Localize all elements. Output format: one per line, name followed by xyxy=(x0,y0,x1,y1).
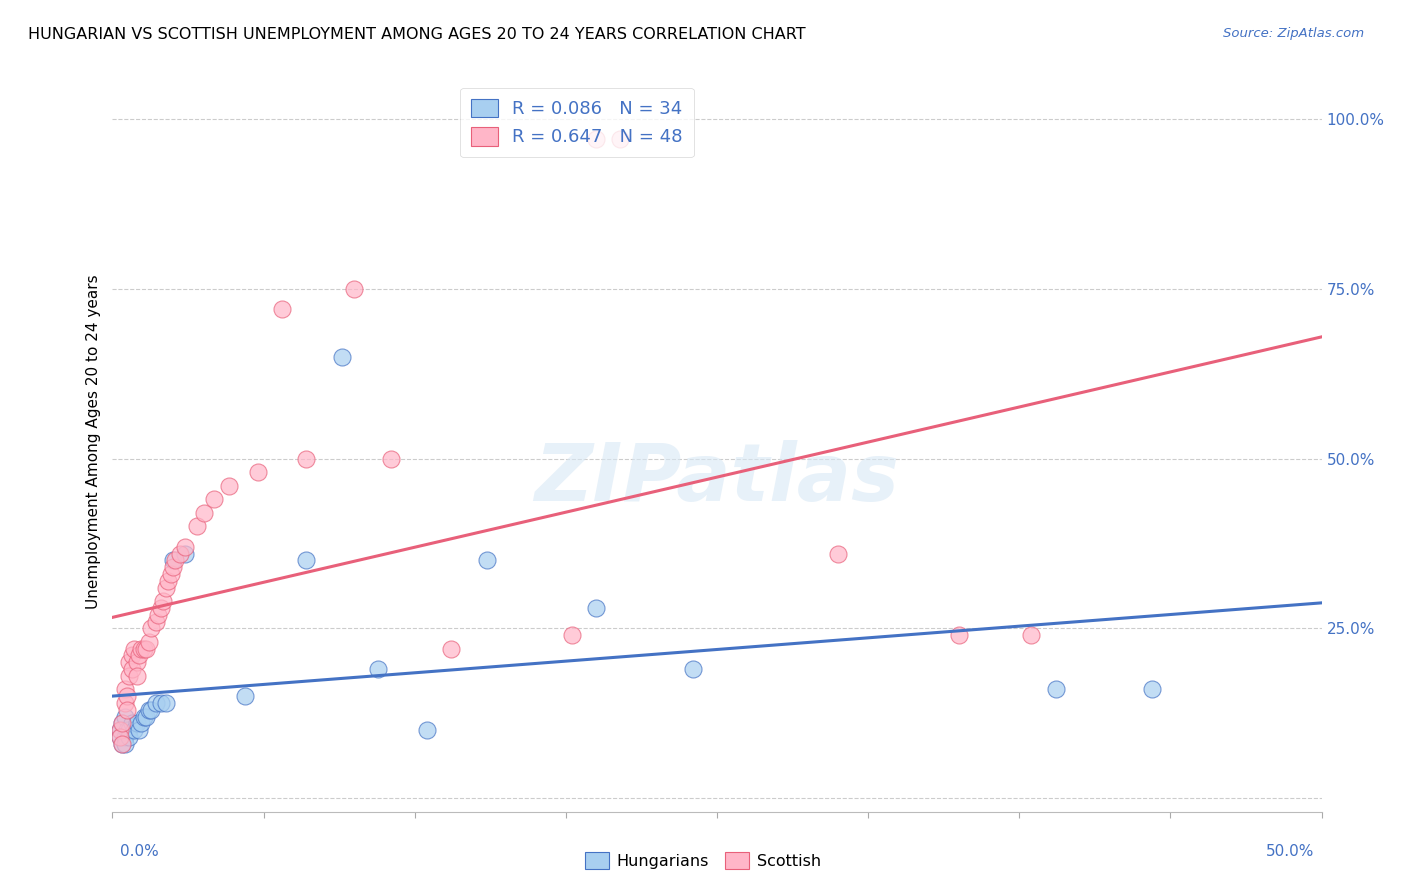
Point xyxy=(122,641,145,656)
Point xyxy=(343,282,366,296)
Point xyxy=(108,723,131,738)
Point xyxy=(330,350,353,364)
Point xyxy=(145,696,167,710)
Point xyxy=(157,574,180,588)
Point xyxy=(477,553,499,567)
Legend: Hungarians, Scottish: Hungarians, Scottish xyxy=(578,846,828,875)
Text: 50.0%: 50.0% xyxy=(1267,845,1315,859)
Point xyxy=(1142,682,1164,697)
Point xyxy=(111,737,134,751)
Point xyxy=(111,716,134,731)
Point xyxy=(111,716,134,731)
Point xyxy=(118,655,141,669)
Point xyxy=(827,547,849,561)
Point xyxy=(121,648,143,663)
Point xyxy=(202,492,225,507)
Point xyxy=(145,615,167,629)
Point xyxy=(948,628,970,642)
Point xyxy=(132,641,155,656)
Point xyxy=(125,655,148,669)
Point xyxy=(682,662,704,676)
Point xyxy=(165,553,187,567)
Point xyxy=(108,730,131,744)
Point xyxy=(174,547,197,561)
Point xyxy=(440,641,463,656)
Point xyxy=(138,635,160,649)
Point xyxy=(162,560,184,574)
Text: 0.0%: 0.0% xyxy=(120,845,159,859)
Point xyxy=(159,566,181,581)
Point xyxy=(235,690,257,704)
Point xyxy=(246,465,269,479)
Point xyxy=(131,716,153,731)
Point xyxy=(125,716,148,731)
Point xyxy=(118,669,141,683)
Point xyxy=(609,132,631,146)
Y-axis label: Unemployment Among Ages 20 to 24 years: Unemployment Among Ages 20 to 24 years xyxy=(86,274,101,609)
Point xyxy=(295,553,318,567)
Point xyxy=(367,662,389,676)
Point xyxy=(114,730,136,744)
Point xyxy=(218,478,240,492)
Point xyxy=(118,723,141,738)
Text: Source: ZipAtlas.com: Source: ZipAtlas.com xyxy=(1223,27,1364,40)
Point xyxy=(1045,682,1067,697)
Point xyxy=(118,730,141,744)
Text: HUNGARIAN VS SCOTTISH UNEMPLOYMENT AMONG AGES 20 TO 24 YEARS CORRELATION CHART: HUNGARIAN VS SCOTTISH UNEMPLOYMENT AMONG… xyxy=(28,27,806,42)
Legend: R = 0.086   N = 34, R = 0.647   N = 48: R = 0.086 N = 34, R = 0.647 N = 48 xyxy=(460,87,693,157)
Point xyxy=(1021,628,1043,642)
Point xyxy=(585,601,607,615)
Point xyxy=(128,648,150,663)
Point xyxy=(149,696,172,710)
Point xyxy=(169,547,191,561)
Point xyxy=(115,690,138,704)
Point xyxy=(174,540,197,554)
Point xyxy=(121,662,143,676)
Point xyxy=(128,723,150,738)
Point xyxy=(270,302,292,317)
Point xyxy=(149,601,172,615)
Text: ZIPatlas: ZIPatlas xyxy=(534,440,900,517)
Point xyxy=(380,451,402,466)
Point xyxy=(141,621,163,635)
Point xyxy=(416,723,439,738)
Point xyxy=(138,703,160,717)
Point xyxy=(132,709,155,723)
Point xyxy=(131,641,153,656)
Point xyxy=(155,581,177,595)
Point xyxy=(114,682,136,697)
Point xyxy=(114,709,136,723)
Point xyxy=(108,723,131,738)
Point xyxy=(162,553,184,567)
Point xyxy=(148,607,170,622)
Point xyxy=(114,737,136,751)
Point xyxy=(561,628,583,642)
Point xyxy=(135,709,157,723)
Point xyxy=(585,132,607,146)
Point xyxy=(193,506,215,520)
Point xyxy=(111,737,134,751)
Point xyxy=(122,723,145,738)
Point xyxy=(141,703,163,717)
Point xyxy=(152,594,174,608)
Point xyxy=(121,716,143,731)
Point xyxy=(186,519,208,533)
Point xyxy=(108,730,131,744)
Point xyxy=(125,669,148,683)
Point xyxy=(114,696,136,710)
Point xyxy=(115,723,138,738)
Point xyxy=(295,451,318,466)
Point xyxy=(155,696,177,710)
Point xyxy=(135,641,157,656)
Point xyxy=(115,703,138,717)
